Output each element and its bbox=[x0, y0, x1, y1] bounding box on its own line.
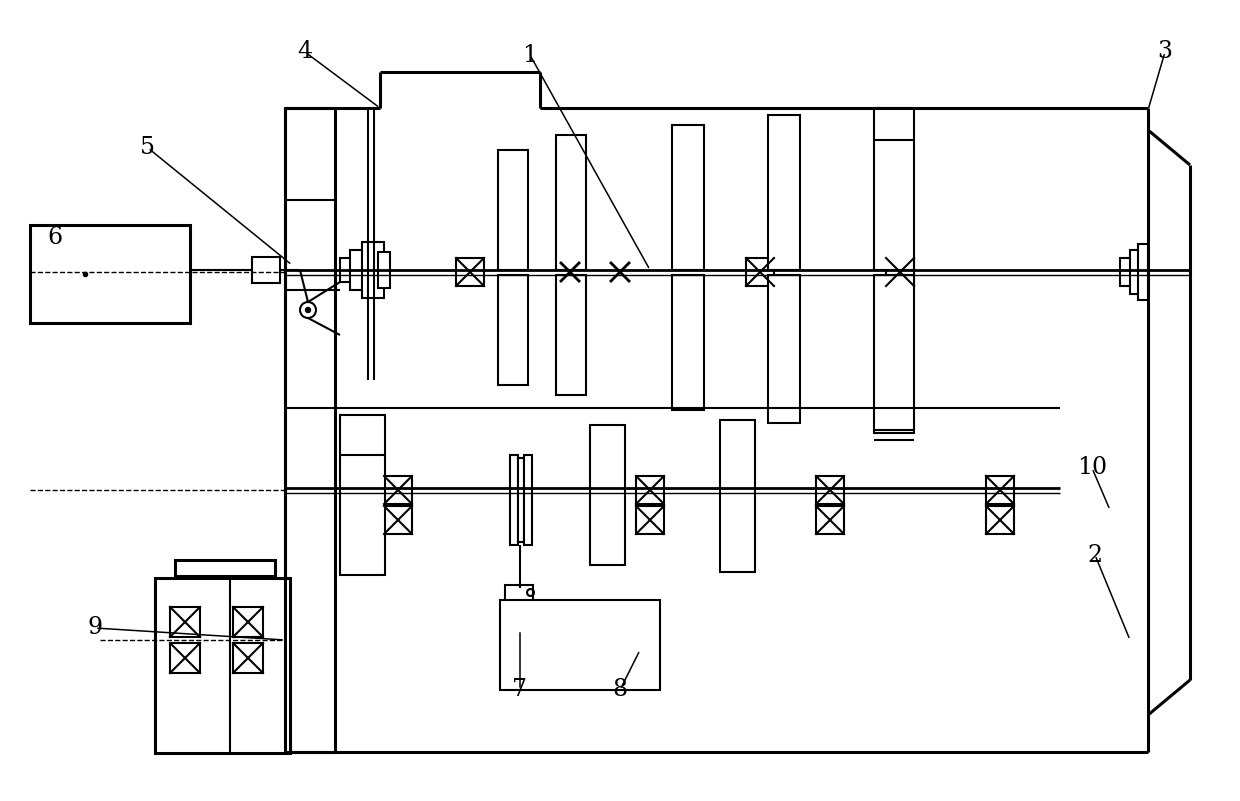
Bar bbox=[816, 506, 844, 534]
Text: 7: 7 bbox=[512, 678, 527, 702]
Bar bbox=[816, 476, 844, 504]
Bar bbox=[340, 258, 356, 282]
Bar bbox=[556, 135, 587, 270]
Bar bbox=[525, 455, 532, 545]
Bar bbox=[498, 275, 528, 385]
Bar bbox=[672, 125, 704, 270]
Text: 6: 6 bbox=[47, 227, 62, 249]
Bar bbox=[175, 560, 275, 576]
Bar bbox=[636, 476, 663, 504]
Bar bbox=[340, 415, 384, 575]
Text: 8: 8 bbox=[613, 678, 627, 702]
Bar bbox=[30, 225, 190, 323]
Text: 2: 2 bbox=[1087, 544, 1102, 566]
Bar bbox=[505, 585, 533, 603]
Bar bbox=[170, 643, 200, 673]
Bar bbox=[362, 242, 384, 298]
Bar bbox=[590, 425, 625, 565]
Text: 5: 5 bbox=[140, 136, 155, 159]
Bar bbox=[768, 115, 800, 270]
Bar bbox=[874, 275, 914, 433]
Bar bbox=[378, 252, 391, 288]
Bar bbox=[233, 643, 263, 673]
Bar bbox=[874, 108, 914, 270]
Bar bbox=[746, 258, 774, 286]
Bar bbox=[986, 506, 1014, 534]
Text: 4: 4 bbox=[298, 41, 312, 63]
Bar bbox=[384, 506, 412, 534]
Bar bbox=[498, 150, 528, 270]
Bar bbox=[252, 257, 280, 283]
Bar bbox=[636, 506, 663, 534]
Bar bbox=[170, 607, 200, 637]
Bar bbox=[384, 476, 412, 504]
Text: 1: 1 bbox=[522, 43, 538, 66]
Bar bbox=[672, 275, 704, 410]
Bar bbox=[887, 258, 914, 286]
Bar bbox=[986, 476, 1014, 504]
Bar bbox=[1120, 258, 1145, 286]
Bar bbox=[456, 258, 484, 286]
Circle shape bbox=[305, 308, 310, 312]
Bar bbox=[518, 458, 525, 542]
Bar bbox=[510, 455, 518, 545]
Circle shape bbox=[300, 302, 316, 318]
Bar bbox=[1138, 244, 1148, 300]
Bar bbox=[500, 600, 660, 690]
Bar bbox=[155, 578, 290, 753]
Text: 3: 3 bbox=[1157, 41, 1173, 63]
Bar bbox=[350, 250, 370, 290]
Bar bbox=[1130, 250, 1145, 294]
Bar bbox=[233, 607, 263, 637]
Bar bbox=[556, 275, 587, 395]
Bar bbox=[720, 420, 755, 572]
Text: 9: 9 bbox=[88, 617, 103, 639]
Text: 10: 10 bbox=[1076, 457, 1107, 480]
Bar bbox=[768, 275, 800, 423]
Bar bbox=[285, 108, 335, 752]
